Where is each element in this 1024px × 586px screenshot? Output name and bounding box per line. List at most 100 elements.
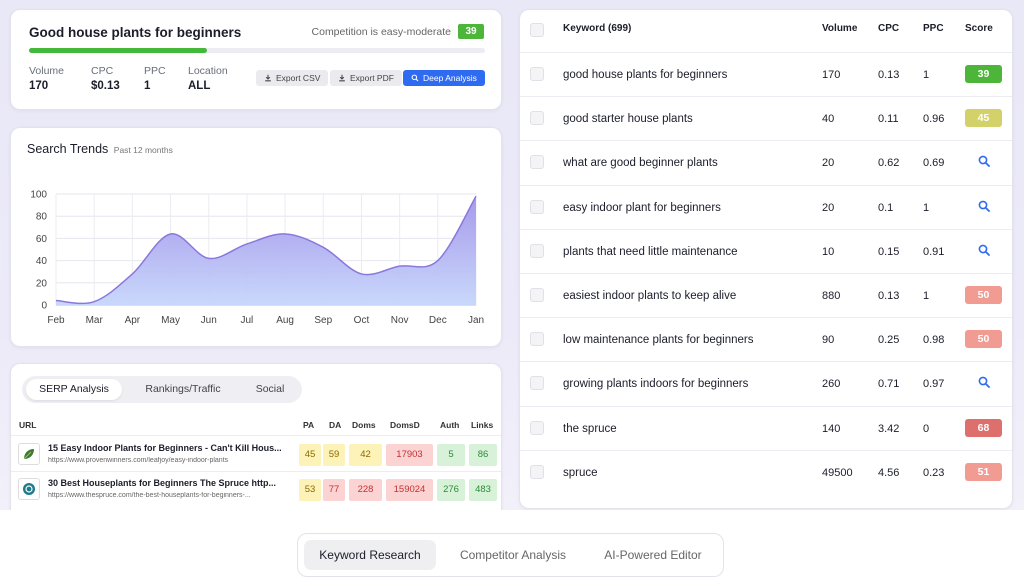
x-tick-label: Nov — [391, 315, 409, 326]
row-checkbox[interactable] — [530, 332, 544, 347]
y-tick-label: 60 — [36, 234, 48, 245]
row-volume: 260 — [822, 378, 841, 391]
download-icon — [265, 74, 271, 82]
row-keyword[interactable]: spruce — [563, 466, 598, 479]
row-cpc: 3.42 — [878, 422, 900, 435]
search-icon[interactable] — [978, 155, 990, 168]
keyword-table-card: Keyword (699) Volume CPC PPC Score good … — [519, 9, 1013, 509]
row-keyword[interactable]: plants that need little maintenance — [563, 245, 738, 258]
metric-pa: 45 — [299, 444, 321, 466]
row-checkbox[interactable] — [530, 243, 544, 258]
keyword-row[interactable]: the spruce 140 3.42 0 68 — [520, 405, 1012, 450]
row-ppc: 1 — [923, 290, 930, 302]
x-tick-label: Sep — [314, 315, 332, 326]
tab-serp-analysis[interactable]: SERP Analysis — [26, 379, 122, 400]
row-checkbox[interactable] — [530, 464, 544, 479]
keyword-row[interactable]: spruce 49500 4.56 0.23 51 — [520, 449, 1012, 494]
keyword-row[interactable]: good house plants for beginners 170 0.13 1 3… — [520, 52, 1012, 96]
tab-social[interactable]: Social — [255, 383, 285, 395]
deep-analysis-button[interactable]: Deep Analysis — [403, 70, 485, 86]
keyword-row[interactable]: good starter house plants 40 0.11 0.96 45 — [520, 96, 1012, 140]
serp-result-title[interactable]: 15 Easy Indoor Plants for Beginners - Ca… — [48, 443, 282, 453]
col-volume[interactable]: Volume — [822, 23, 858, 34]
row-checkbox[interactable] — [530, 288, 544, 302]
metric-location-value: ALL — [188, 80, 211, 92]
metric-da: 77 — [323, 479, 345, 501]
trend-line — [55, 195, 477, 305]
y-tick-label: 100 — [30, 190, 47, 201]
row-volume: 10 — [822, 245, 835, 258]
x-tick-label: May — [161, 315, 180, 326]
row-ppc: 0.69 — [923, 157, 945, 170]
row-checkbox[interactable] — [530, 199, 544, 214]
serp-row[interactable]: 15 Easy Indoor Plants for Beginners - Ca… — [11, 438, 501, 472]
row-checkbox[interactable] — [530, 155, 544, 170]
x-tick-label: Jul — [241, 315, 254, 326]
serp-header-divider — [11, 435, 501, 436]
tab-rankings-traffic[interactable]: Rankings/Traffic — [145, 383, 221, 395]
row-checkbox[interactable] — [530, 67, 544, 81]
row-volume: 20 — [822, 157, 835, 170]
search-icon[interactable] — [978, 200, 990, 212]
serp-row[interactable]: 30 Best Houseplants for Beginners The Sp… — [11, 473, 501, 507]
row-ppc: 0.96 — [923, 113, 945, 126]
x-tick-label: Feb — [47, 315, 65, 326]
bottom-nav: Keyword Research Competitor Analysis AI-… — [297, 533, 724, 577]
row-keyword[interactable]: good house plants for beginners — [563, 69, 728, 81]
export-pdf-button[interactable]: Export PDF — [330, 70, 402, 86]
search-icon[interactable] — [978, 376, 990, 389]
search-icon[interactable] — [978, 244, 990, 256]
metric-location-label: Location — [188, 65, 228, 77]
serp-col-domsd: DomsD — [390, 420, 420, 430]
serp-result-url[interactable]: https://www.provenwinners.com/leafjoy/ea… — [48, 457, 229, 464]
row-keyword[interactable]: growing plants indoors for beginners — [563, 378, 749, 391]
keyword-row[interactable]: easy indoor plant for beginners 20 0.1 1 — [520, 184, 1012, 229]
row-keyword[interactable]: easiest indoor plants to keep alive — [563, 290, 737, 302]
row-keyword[interactable]: low maintenance plants for beginners — [563, 334, 754, 347]
row-volume: 20 — [822, 201, 835, 214]
keyword-row[interactable]: easiest indoor plants to keep alive 880 0.… — [520, 273, 1012, 317]
metric-doms: 228 — [349, 479, 382, 501]
metric-doms: 42 — [349, 444, 382, 466]
keyword-row[interactable]: low maintenance plants for beginners 90 0.… — [520, 317, 1012, 361]
row-cpc: 0.15 — [878, 245, 900, 258]
keyword-row[interactable]: plants that need little maintenance 10 0.1… — [520, 228, 1012, 273]
row-keyword[interactable]: good starter house plants — [563, 113, 693, 126]
select-all-checkbox[interactable] — [530, 23, 544, 37]
keyword-title: Good house plants for beginners — [29, 25, 242, 40]
nav-competitor-analysis[interactable]: Competitor Analysis — [459, 548, 567, 562]
search-trends-chart: 0 20 40 60 80 100 Feb Mar Apr May Jun Jul Aug Sep Oct… — [30, 190, 484, 327]
col-ppc[interactable]: PPC — [923, 23, 944, 34]
keyword-row[interactable]: what are good beginner plants 20 0.62 0.69 — [520, 140, 1012, 184]
metric-ppc: PPC 1 — [144, 65, 166, 92]
serp-col-doms: Doms — [352, 420, 376, 430]
row-checkbox[interactable] — [530, 376, 544, 391]
metric-cpc-label: CPC — [91, 65, 114, 77]
serp-result-url[interactable]: https://www.thespruce.com/the-best-house… — [48, 492, 251, 499]
export-csv-button[interactable]: Export CSV — [256, 70, 329, 86]
keyword-summary-card: Good house plants for beginners Competit… — [10, 9, 502, 110]
metric-ppc-label: PPC — [144, 65, 166, 77]
row-keyword[interactable]: the spruce — [563, 422, 617, 435]
row-ppc: 1 — [923, 69, 930, 81]
row-cpc: 0.1 — [878, 201, 894, 214]
col-keyword[interactable]: Keyword (699) — [563, 23, 632, 34]
col-cpc[interactable]: CPC — [878, 23, 900, 34]
row-ppc: 0.97 — [923, 378, 945, 391]
row-keyword[interactable]: what are good beginner plants — [563, 157, 718, 170]
serp-result-title[interactable]: 30 Best Houseplants for Beginners The Sp… — [48, 478, 277, 488]
row-keyword[interactable]: easy indoor plant for beginners — [563, 201, 721, 214]
nav-ai-powered-editor[interactable]: AI-Powered Editor — [604, 548, 702, 562]
row-checkbox[interactable] — [530, 420, 544, 435]
row-cpc: 0.13 — [878, 290, 900, 302]
row-ppc: 0.91 — [923, 245, 945, 258]
nav-keyword-research[interactable]: Keyword Research — [304, 540, 436, 570]
serp-col-url: URL — [19, 420, 37, 430]
x-tick-label: Apr — [125, 315, 141, 326]
row-volume: 170 — [822, 69, 841, 81]
trend-area — [56, 196, 476, 305]
row-checkbox[interactable] — [530, 111, 544, 126]
keyword-row[interactable]: growing plants indoors for beginners 260 0… — [520, 361, 1012, 405]
col-score[interactable]: Score — [965, 23, 993, 34]
row-volume: 49500 — [822, 466, 853, 479]
